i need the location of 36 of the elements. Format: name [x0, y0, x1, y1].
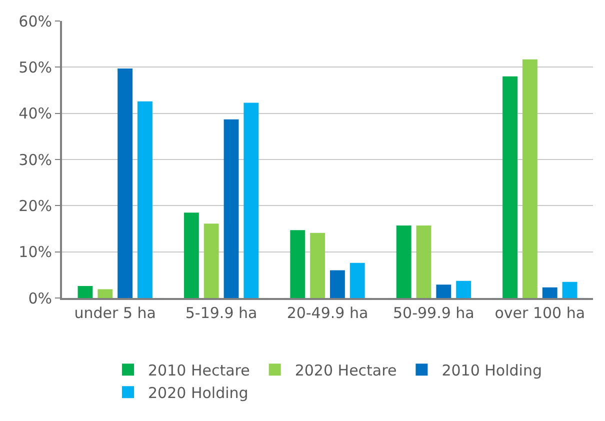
x-tick-label: 5-19.9 ha: [185, 304, 258, 322]
bar: [416, 226, 432, 298]
bar: [78, 286, 93, 298]
bar: [436, 284, 452, 298]
x-tick-label: 20-49.9 ha: [286, 304, 368, 322]
bar: [396, 226, 412, 298]
bar: [522, 59, 538, 298]
bar: [310, 232, 326, 298]
legend-label: 2020 Hectare: [294, 362, 397, 380]
legend-label: 2010 Hectare: [148, 362, 250, 380]
bar: [184, 212, 199, 298]
bar: [244, 102, 259, 298]
y-tick-label: 10%: [18, 243, 52, 262]
bar: [456, 280, 472, 298]
bar: [138, 101, 152, 298]
bar: [562, 282, 578, 298]
y-tick-label: 30%: [18, 150, 52, 169]
y-tick-label: 40%: [18, 104, 52, 123]
x-tick-label: 50-99.9 ha: [393, 304, 474, 322]
y-tick-label: 20%: [18, 196, 52, 215]
bar: [204, 224, 219, 298]
y-tick-label: 0%: [28, 289, 52, 308]
x-tick-label: over 100 ha: [494, 304, 586, 322]
y-tick-label: 60%: [18, 12, 52, 30]
bar: [330, 270, 345, 298]
y-tick-label: 50%: [18, 58, 52, 76]
bar: [350, 262, 365, 298]
bar: [98, 289, 113, 298]
bar: [290, 230, 306, 298]
x-tick-label: under 5 ha: [74, 304, 156, 322]
bar: [118, 68, 133, 298]
bar: [502, 76, 518, 298]
bar: [224, 119, 239, 298]
legend-label: 2010 Holding: [442, 362, 542, 380]
legend-label: 2020 Holding: [148, 384, 248, 402]
bar: [542, 287, 558, 298]
